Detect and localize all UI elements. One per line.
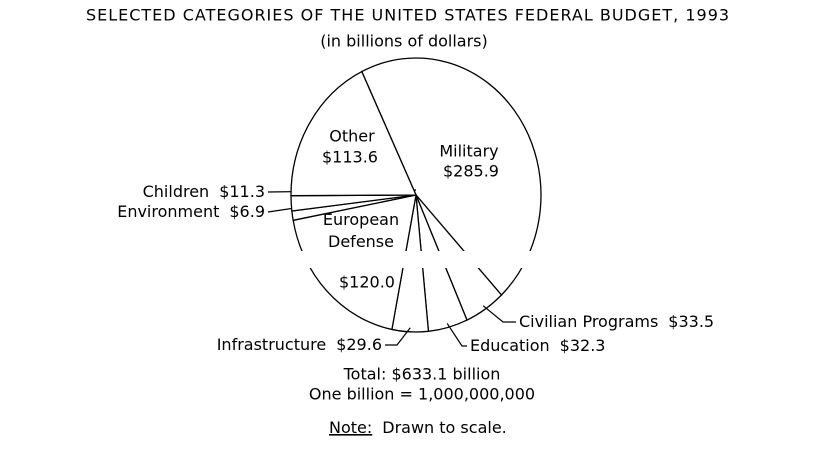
total-note: Total: $633.1 billion bbox=[343, 365, 501, 384]
value-label: $113.6 bbox=[322, 148, 378, 167]
note: Note: Drawn to scale. bbox=[329, 418, 507, 437]
slice-label: Civilian Programs $33.5 bbox=[519, 312, 714, 331]
category-name: Environment bbox=[117, 202, 219, 221]
category-name: Infrastructure bbox=[217, 335, 326, 354]
leader-line bbox=[482, 305, 516, 323]
value-label: $120.0 bbox=[339, 273, 395, 292]
category-name: Civilian Programs bbox=[519, 312, 658, 331]
category-name: Education bbox=[470, 336, 550, 355]
definition-note: One billion = 1,000,000,000 bbox=[309, 385, 535, 404]
note-label: Note: bbox=[329, 418, 372, 437]
chart-subtitle: (in billions of dollars) bbox=[320, 32, 488, 51]
value-label: $32.3 bbox=[560, 336, 606, 355]
slice-label: Military bbox=[439, 142, 498, 161]
chart-title: SELECTED CATEGORIES OF THE UNITED STATES… bbox=[86, 6, 730, 25]
value-label: $285.9 bbox=[443, 162, 499, 181]
value-label: $33.5 bbox=[668, 312, 714, 331]
value-label: $29.6 bbox=[336, 335, 382, 354]
slice-label: Other bbox=[329, 127, 375, 146]
value-label: $6.9 bbox=[229, 202, 265, 221]
category-name: Children bbox=[143, 182, 210, 201]
occluder bbox=[0, 251, 816, 268]
slice-label: European Defense bbox=[322, 210, 400, 251]
slice-label: Education $32.3 bbox=[470, 336, 605, 355]
value-label: $11.3 bbox=[219, 182, 265, 201]
slice-label: Children $11.3 bbox=[143, 182, 265, 201]
leader-line bbox=[446, 323, 467, 347]
leader-line bbox=[385, 327, 411, 346]
pie-slice bbox=[290, 70, 417, 197]
note-text: Drawn to scale. bbox=[382, 418, 506, 437]
slice-label: Environment $6.9 bbox=[117, 202, 265, 221]
slice-label: Infrastructure $29.6 bbox=[217, 335, 382, 354]
